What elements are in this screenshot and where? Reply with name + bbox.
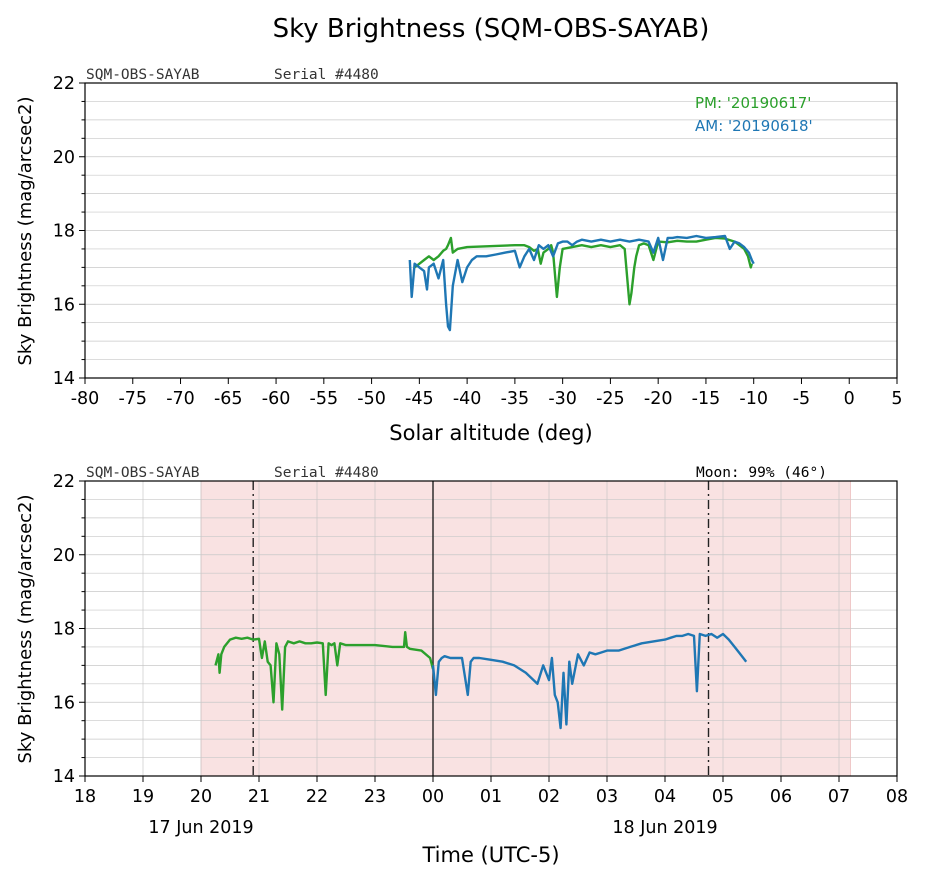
serial-label: Serial #4480	[274, 465, 379, 481]
x-tick-label: 0	[844, 389, 855, 409]
x-tick-label: 19	[132, 787, 154, 807]
series-lines	[408, 234, 755, 332]
x-tick-label: -50	[357, 389, 386, 409]
y-tick-label: 22	[53, 74, 75, 94]
y-tick-label: 16	[53, 693, 75, 713]
x-tick-label: 00	[422, 787, 444, 807]
x-tick-label: 02	[538, 787, 560, 807]
x-tick-label: -10	[739, 389, 768, 409]
series-line	[214, 631, 435, 711]
series-line	[408, 234, 755, 332]
moon-label: Moon: 99% (46°)	[696, 465, 827, 481]
grid	[85, 101, 897, 360]
date-label: 17 Jun 2019	[148, 818, 253, 838]
x-tick-label: -75	[118, 389, 147, 409]
y-axis: 14 16 18 20 22	[53, 74, 85, 389]
instrument-label: SQM-OBS-SAYAB	[86, 465, 200, 481]
x-tick-label: 07	[828, 787, 850, 807]
x-tick-label: -80	[71, 389, 100, 409]
x-axis: -80 -75 -70 -65 -60 -55 -50 -45 -40 -35 -30 -25 -20-…	[71, 378, 903, 409]
legend-am: AM: '20190618'	[695, 117, 813, 135]
serial-label: Serial #4480	[274, 67, 379, 83]
x-tick-label: 01	[480, 787, 502, 807]
x-tick-label: 08	[886, 787, 908, 807]
y-tick-label: 18	[53, 620, 75, 640]
x-axis-label: Time (UTC-5)	[421, 843, 559, 867]
x-tick-label: -35	[501, 389, 530, 409]
y-tick-label: 18	[53, 222, 75, 242]
date-label: 18 Jun 2019	[612, 818, 717, 838]
figure-title: Sky Brightness (SQM-OBS-SAYAB)	[273, 14, 710, 44]
x-tick-label: -5	[793, 389, 810, 409]
x-tick-label: 5	[891, 389, 902, 409]
x-tick-label: -60	[262, 389, 291, 409]
x-tick-label: -20	[644, 389, 673, 409]
legend-pm: PM: '20190617'	[695, 94, 811, 112]
x-tick-label: -65	[214, 389, 243, 409]
y-tick-label: 20	[53, 546, 75, 566]
series-line	[431, 632, 748, 730]
x-tick-label: 06	[770, 787, 792, 807]
time-panel: 14 16 18 20 22 18 19 20 21 22 23 00 01 02 03 04 05 06 07 0…	[15, 465, 908, 867]
x-tick-label: 18	[74, 787, 96, 807]
y-tick-label: 14	[53, 369, 75, 389]
x-tick-label: 05	[712, 787, 734, 807]
series-line	[413, 236, 753, 306]
y-axis: 14 16 18 20 22	[53, 472, 85, 787]
x-tick-label: -40	[453, 389, 482, 409]
x-tick-label: 22	[306, 787, 328, 807]
y-tick-label: 14	[53, 767, 75, 787]
x-tick-label: -55	[310, 389, 339, 409]
x-tick-label: -30	[548, 389, 577, 409]
x-axis-label: Solar altitude (deg)	[389, 421, 592, 445]
y-axis-label: Sky Brightness (mag/arcsec2)	[15, 494, 36, 763]
x-tick-label: 03	[596, 787, 618, 807]
x-tick-label: -45	[405, 389, 434, 409]
x-axis: 18 19 20 21 22 23 00 01 02 03 04 05 06 07 08 17 Jun 201…	[74, 776, 908, 838]
x-tick-label: 20	[190, 787, 212, 807]
reference-lines	[252, 481, 710, 776]
instrument-label: SQM-OBS-SAYAB	[86, 67, 200, 83]
x-tick-label: -25	[596, 389, 625, 409]
x-tick-label: -70	[166, 389, 195, 409]
x-tick-label: -15	[692, 389, 721, 409]
series-lines	[214, 631, 748, 730]
x-tick-label: 23	[364, 787, 386, 807]
y-axis-label: Sky Brightness (mag/arcsec2)	[15, 96, 36, 365]
x-tick-label: 21	[248, 787, 270, 807]
x-tick-label: 04	[654, 787, 676, 807]
y-tick-label: 16	[53, 295, 75, 315]
y-tick-label: 22	[53, 472, 75, 492]
grid	[85, 481, 897, 776]
y-tick-label: 20	[53, 148, 75, 168]
